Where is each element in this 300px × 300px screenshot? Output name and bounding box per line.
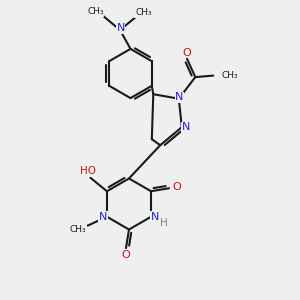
Text: CH₃: CH₃ (69, 225, 86, 234)
Text: HO: HO (80, 167, 96, 176)
Text: CH₃: CH₃ (135, 8, 152, 17)
Text: N: N (99, 212, 107, 222)
Text: O: O (172, 182, 181, 192)
Text: N: N (151, 212, 159, 222)
Text: O: O (122, 250, 130, 260)
Text: CH₃: CH₃ (222, 71, 238, 80)
Text: N: N (175, 92, 184, 102)
Text: N: N (182, 122, 190, 132)
Text: O: O (182, 47, 191, 58)
Text: N: N (116, 23, 125, 33)
Text: CH₃: CH₃ (87, 7, 104, 16)
Text: H: H (160, 218, 168, 228)
